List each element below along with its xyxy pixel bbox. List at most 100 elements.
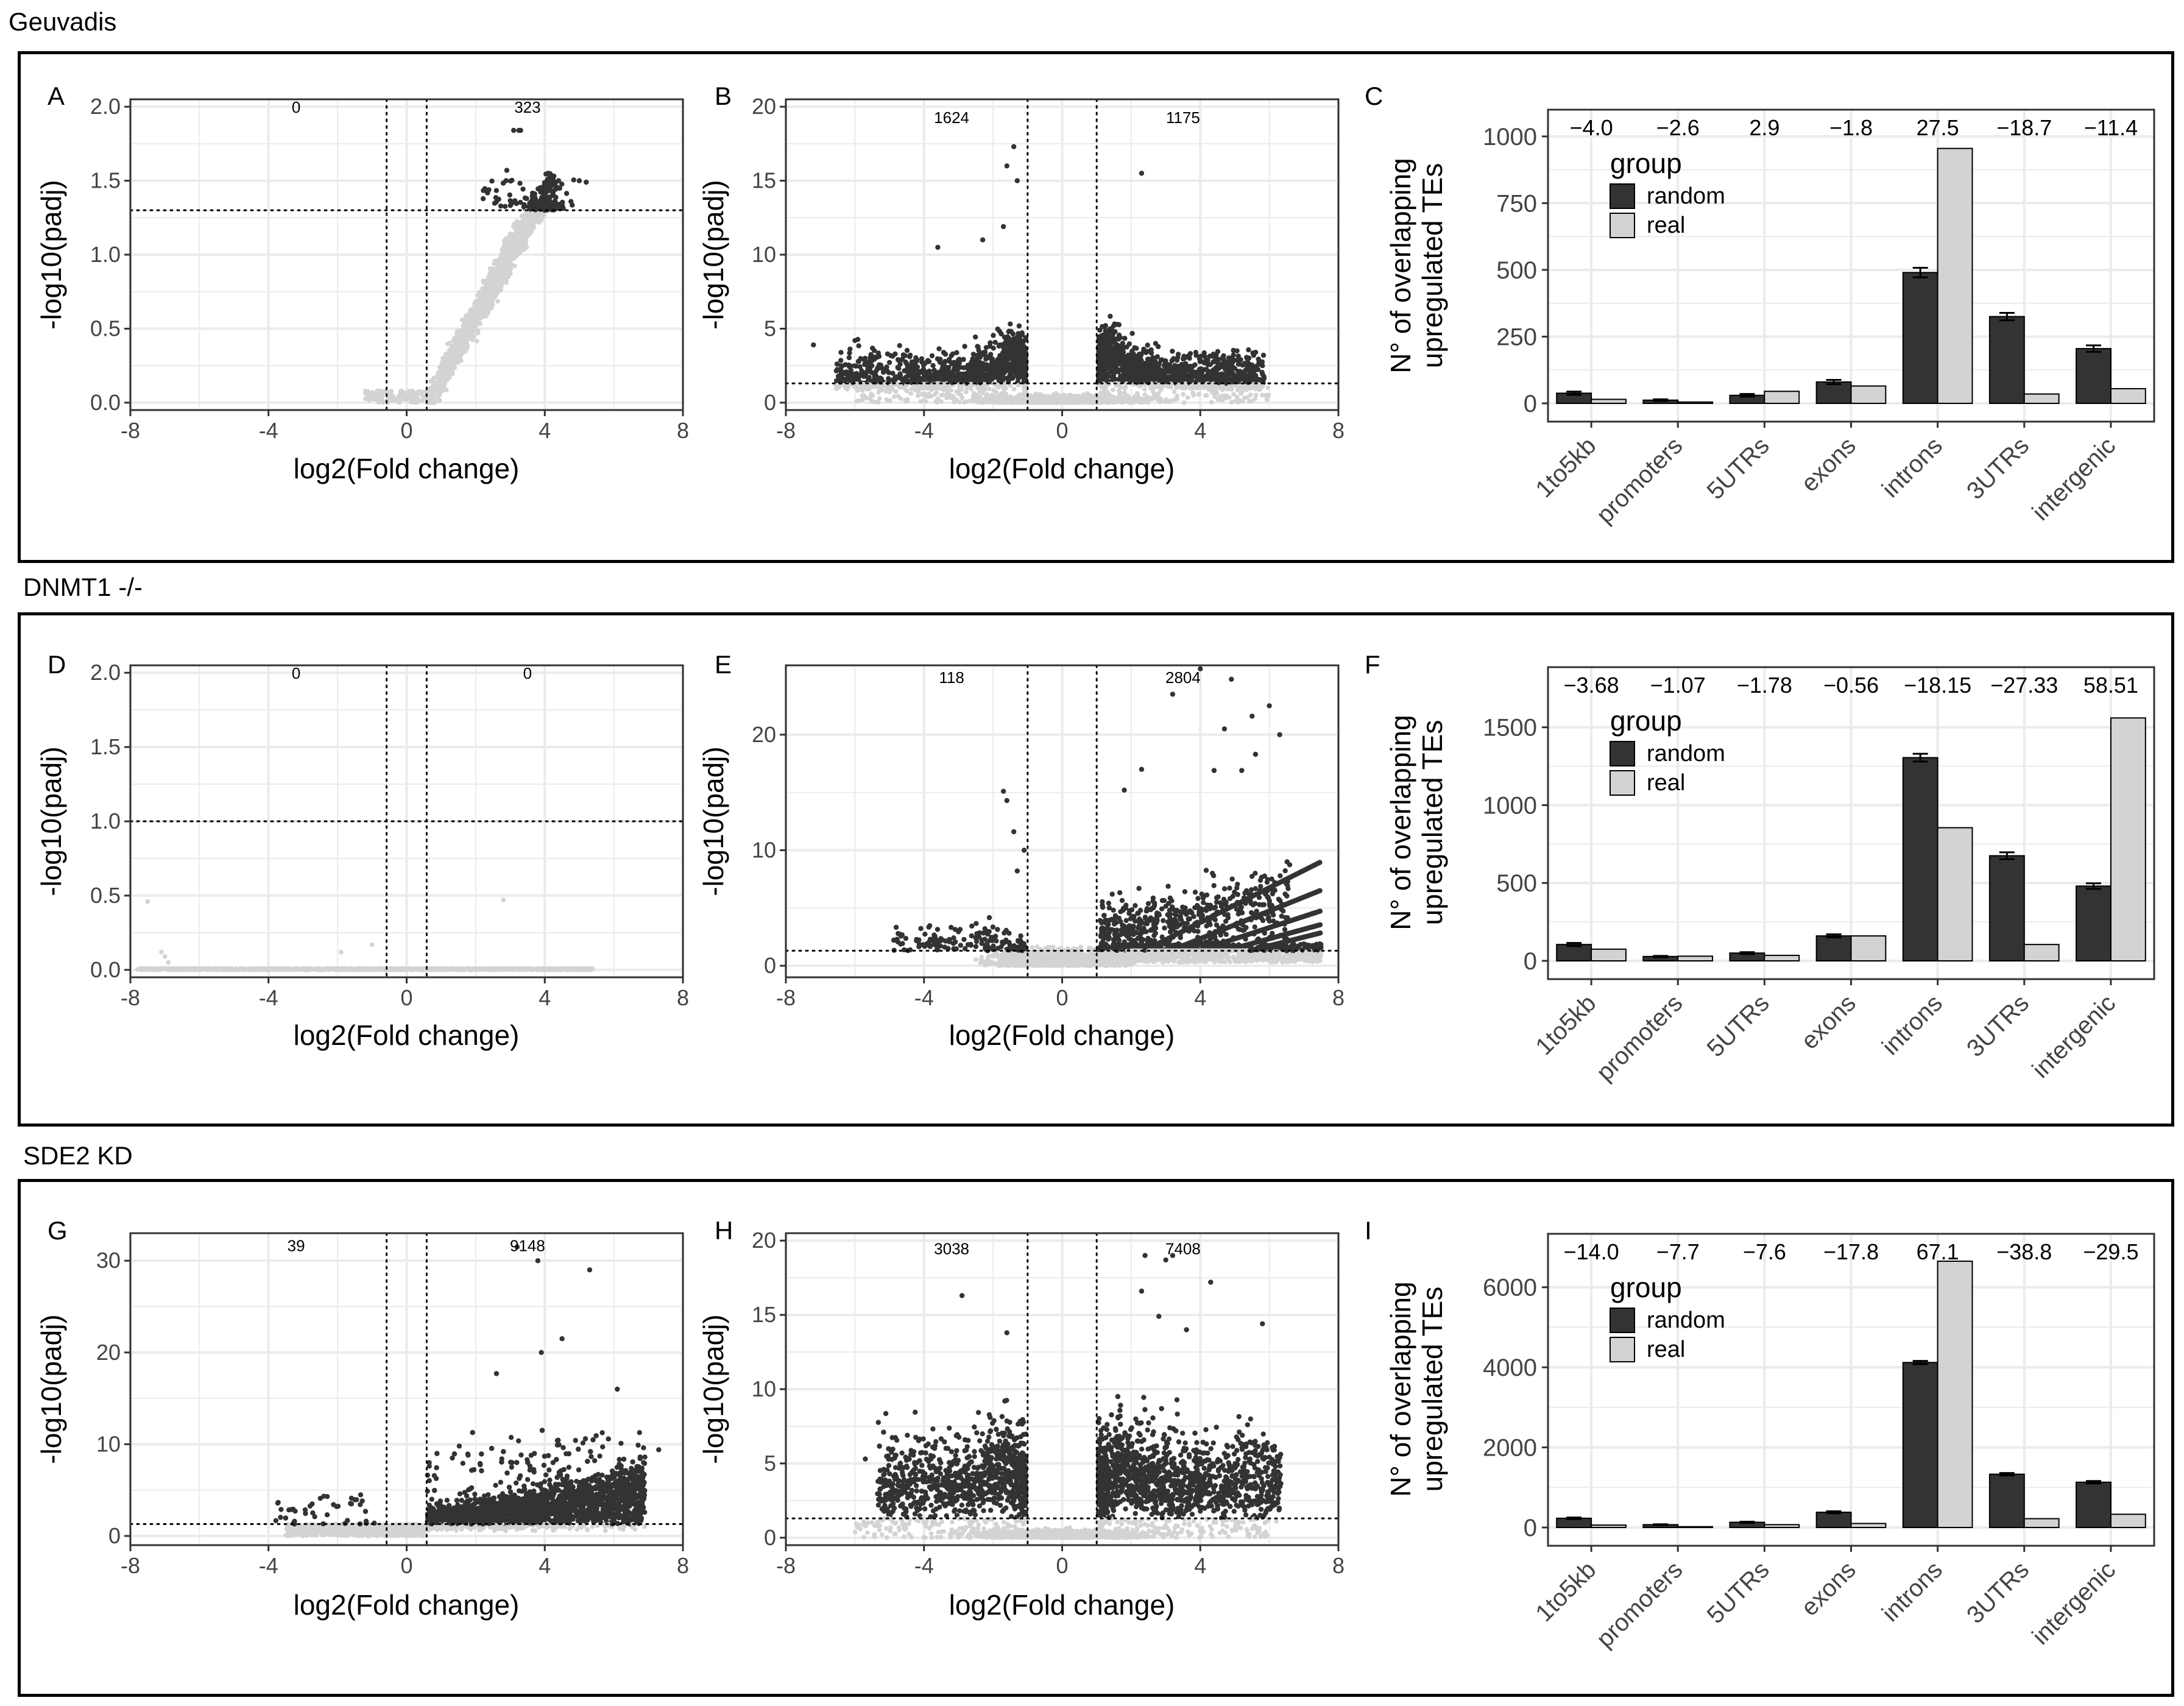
point-significant — [508, 201, 514, 207]
point-significant — [557, 185, 562, 191]
point — [485, 288, 490, 292]
point — [534, 219, 540, 224]
section-title-sde2: SDE2 KD — [23, 1141, 133, 1170]
point-significant — [556, 178, 562, 183]
point-significant — [1234, 348, 1240, 353]
y-tick-label: 1.0 — [90, 242, 121, 267]
point-significant — [989, 369, 995, 375]
point-significant — [1097, 327, 1103, 333]
point-significant — [988, 352, 994, 357]
x-tick-label: -8 — [121, 418, 140, 443]
point-significant — [859, 368, 864, 373]
point-significant — [1216, 366, 1221, 371]
point-significant — [1246, 372, 1251, 378]
section-frame-geuvadis — [18, 51, 2174, 563]
point-significant — [998, 342, 1003, 348]
point-significant — [1254, 366, 1259, 371]
point-significant — [1180, 367, 1186, 373]
point-significant — [504, 168, 510, 173]
panel-label: A — [48, 82, 65, 110]
point — [520, 225, 525, 230]
point-significant — [1108, 313, 1113, 319]
point-significant — [1175, 352, 1181, 357]
point-significant — [1214, 353, 1219, 358]
point — [498, 259, 503, 264]
point-significant — [942, 359, 948, 364]
point-significant — [550, 192, 556, 198]
point-significant — [1188, 373, 1193, 380]
point-significant — [998, 366, 1003, 372]
point — [409, 398, 414, 403]
point-significant — [1006, 339, 1012, 344]
point — [488, 278, 493, 283]
point — [458, 345, 463, 350]
point-significant — [904, 347, 910, 353]
point — [414, 391, 420, 395]
point — [436, 373, 440, 378]
point-significant — [1198, 377, 1203, 382]
point-significant — [1008, 321, 1013, 327]
point-significant — [886, 376, 891, 381]
point-significant — [926, 372, 931, 378]
point — [444, 388, 449, 392]
point — [524, 245, 529, 250]
point-significant — [1125, 353, 1131, 359]
point — [420, 389, 425, 395]
point — [473, 309, 479, 314]
point — [431, 381, 437, 386]
point — [499, 283, 504, 289]
point-significant — [533, 205, 539, 210]
point-significant — [930, 363, 936, 369]
point — [1137, 384, 1143, 389]
point — [453, 339, 458, 345]
point-significant — [866, 369, 871, 374]
point-significant — [524, 196, 529, 202]
point — [458, 353, 464, 358]
point-significant — [1126, 341, 1133, 347]
point-significant — [897, 371, 903, 377]
point-significant — [1105, 358, 1111, 364]
point-significant — [1005, 364, 1011, 369]
point-significant — [992, 339, 998, 345]
x-tick-label: 8 — [677, 418, 689, 443]
x-tick-label: 0 — [400, 418, 412, 443]
section-frame-dnmt1 — [18, 612, 2174, 1127]
point-significant — [1193, 370, 1198, 377]
point — [429, 399, 434, 404]
point — [472, 300, 477, 306]
point — [513, 252, 518, 258]
point — [899, 384, 903, 390]
point-significant — [1136, 352, 1142, 357]
point-significant — [1156, 377, 1162, 383]
point-significant — [955, 365, 961, 370]
point — [516, 241, 521, 246]
point-significant — [956, 359, 961, 365]
point-significant — [899, 376, 905, 381]
point — [504, 244, 510, 249]
point-significant — [1133, 366, 1139, 371]
point — [446, 359, 451, 364]
point-significant — [1120, 363, 1125, 369]
point — [436, 390, 441, 395]
point-significant — [1021, 344, 1027, 349]
count-up-label: 323 — [514, 98, 540, 116]
point — [441, 363, 447, 367]
x-tick-label: 8 — [1332, 418, 1345, 443]
point-significant — [1137, 373, 1143, 379]
point-significant — [1124, 372, 1130, 377]
point-significant — [1199, 369, 1204, 374]
point-significant — [935, 370, 941, 376]
point-significant — [853, 363, 859, 369]
point-significant — [1103, 323, 1109, 328]
point-significant — [498, 203, 504, 209]
point-significant — [886, 359, 892, 366]
point-significant — [1098, 333, 1104, 339]
point-significant — [847, 378, 853, 383]
point-significant — [1008, 375, 1014, 381]
point-significant — [895, 364, 900, 370]
y-tick-label: 2.0 — [90, 94, 121, 119]
point-significant — [508, 178, 514, 184]
point-significant — [900, 352, 906, 358]
